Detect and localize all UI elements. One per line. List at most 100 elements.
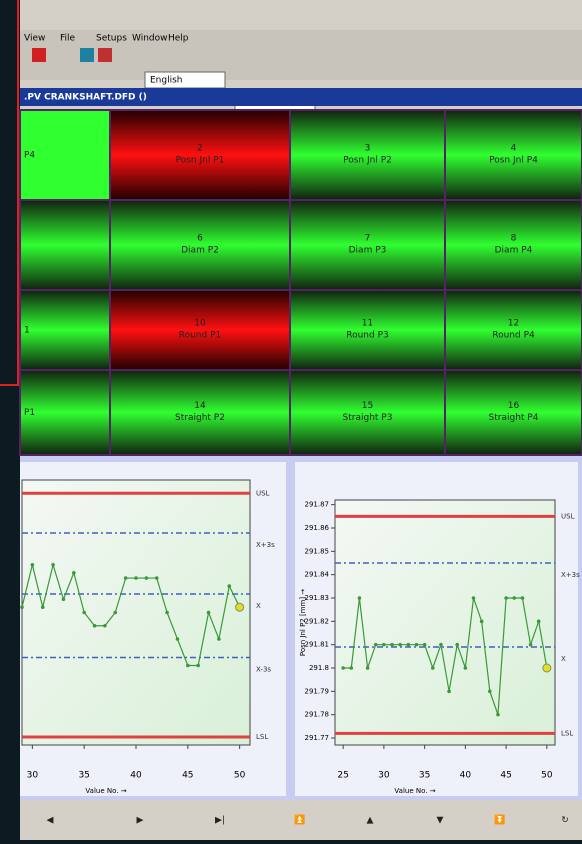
data-point (144, 576, 149, 580)
y-tick-label: 291.81 (305, 641, 330, 649)
data-point (227, 584, 232, 588)
data-point (496, 712, 500, 717)
data-point (406, 642, 411, 647)
tile-name: 1 (24, 326, 30, 336)
limit-label: USL (256, 489, 270, 497)
nav-down[interactable]: ▼ (437, 816, 444, 826)
nav-refresh[interactable]: ↻ (561, 816, 569, 826)
y-tick-label: 291.85 (305, 547, 330, 555)
y-tick-label: 291.8 (309, 664, 329, 672)
x-axis-label: Value No. → (394, 787, 435, 795)
x-tick-label: 45 (500, 771, 511, 781)
data-point (512, 596, 517, 600)
nav-next[interactable]: ▶ (137, 816, 144, 826)
limit-label: LSL (561, 729, 573, 737)
y-axis-label: Posn Jnl P2 [mm] → (299, 589, 307, 656)
data-point (520, 596, 525, 600)
nav-last[interactable]: ▶| (215, 816, 225, 826)
data-point (51, 563, 55, 567)
x-tick-label: 25 (337, 771, 348, 781)
data-point (349, 666, 354, 670)
tile-name: Posn Jnl P2 (343, 156, 392, 166)
limit-label: X (256, 602, 261, 610)
tile-name: Diam P2 (181, 246, 219, 256)
data-point (382, 642, 386, 647)
data-point (463, 666, 468, 670)
data-point (542, 663, 552, 673)
tile-number: 7 (365, 234, 371, 244)
tile-name: P4 (24, 151, 35, 161)
x-tick-label: 50 (234, 771, 246, 781)
toolbar (20, 30, 582, 80)
data-point (414, 642, 419, 647)
tile-number: 15 (362, 401, 373, 411)
data-line (21, 562, 241, 667)
x-tick-label: 35 (78, 771, 89, 781)
y-tick-label: 291.83 (305, 594, 330, 602)
nav-up[interactable]: ▲ (367, 816, 374, 826)
limit-label: LSL (256, 733, 268, 741)
data-point (422, 642, 427, 647)
tile-name: Round P4 (492, 331, 535, 341)
tile-name: Posn Jnl P1 (176, 156, 225, 166)
status-tile (19, 199, 111, 291)
data-point (373, 642, 378, 647)
menu-item[interactable]: File (60, 34, 76, 44)
limit-label: X+3s (256, 541, 275, 549)
data-point (235, 602, 245, 612)
x-tick-label: 30 (27, 771, 39, 781)
stop-button[interactable] (32, 48, 46, 62)
x-tick-label: 30 (378, 771, 390, 781)
data-point (82, 610, 86, 615)
y-tick-label: 291.86 (305, 524, 330, 532)
tool-button[interactable] (80, 48, 94, 62)
data-point (134, 576, 138, 580)
data-point (154, 576, 159, 580)
highlight-frame (0, 0, 19, 386)
status-tile (19, 109, 111, 201)
data-point (365, 666, 370, 670)
status-tile (289, 289, 446, 371)
tile-number: 4 (511, 144, 517, 154)
menu-item[interactable]: Help (168, 34, 189, 44)
data-point (30, 563, 35, 567)
tile-number: 10 (194, 319, 206, 329)
data-point (196, 663, 200, 668)
tile-number: 12 (508, 319, 519, 329)
data-point (479, 619, 484, 624)
data-point (341, 666, 345, 670)
nav-top[interactable]: ⏫ (294, 814, 305, 826)
data-point (430, 666, 435, 670)
data-point (504, 596, 508, 600)
data-point (92, 623, 97, 628)
status-tile (109, 199, 291, 291)
data-point (439, 642, 443, 647)
tile-name: Straight P2 (175, 413, 225, 423)
data-point (390, 642, 394, 647)
limit-label: X+3s (561, 571, 580, 579)
limit-label: X (561, 655, 566, 663)
menu-item[interactable]: Setups (96, 34, 127, 44)
nav-first[interactable]: ◀ (47, 816, 54, 826)
x-tick-label: 35 (419, 771, 430, 781)
data-point (447, 689, 451, 694)
status-tile (19, 289, 111, 371)
nav-bar (20, 800, 582, 840)
plot-area (334, 499, 556, 746)
y-tick-label: 291.82 (305, 617, 330, 625)
status-tile (444, 369, 582, 456)
plot-area (21, 479, 251, 746)
data-point (357, 596, 362, 600)
menu-item[interactable]: View (24, 34, 45, 44)
nav-bottom[interactable]: ⏬ (494, 814, 505, 826)
tile-number: 8 (511, 234, 517, 244)
tool-button[interactable] (98, 48, 112, 62)
menu-item[interactable]: Window (132, 34, 168, 44)
data-point (488, 689, 492, 694)
nav-icons: ◀ ▶ ▶| ⏫ ▲ ▼ ⏬ ↻ (47, 814, 569, 826)
title-bar (20, 88, 582, 106)
data-point (217, 637, 221, 641)
status-tile (444, 109, 582, 201)
tile-number: 2 (197, 144, 203, 154)
